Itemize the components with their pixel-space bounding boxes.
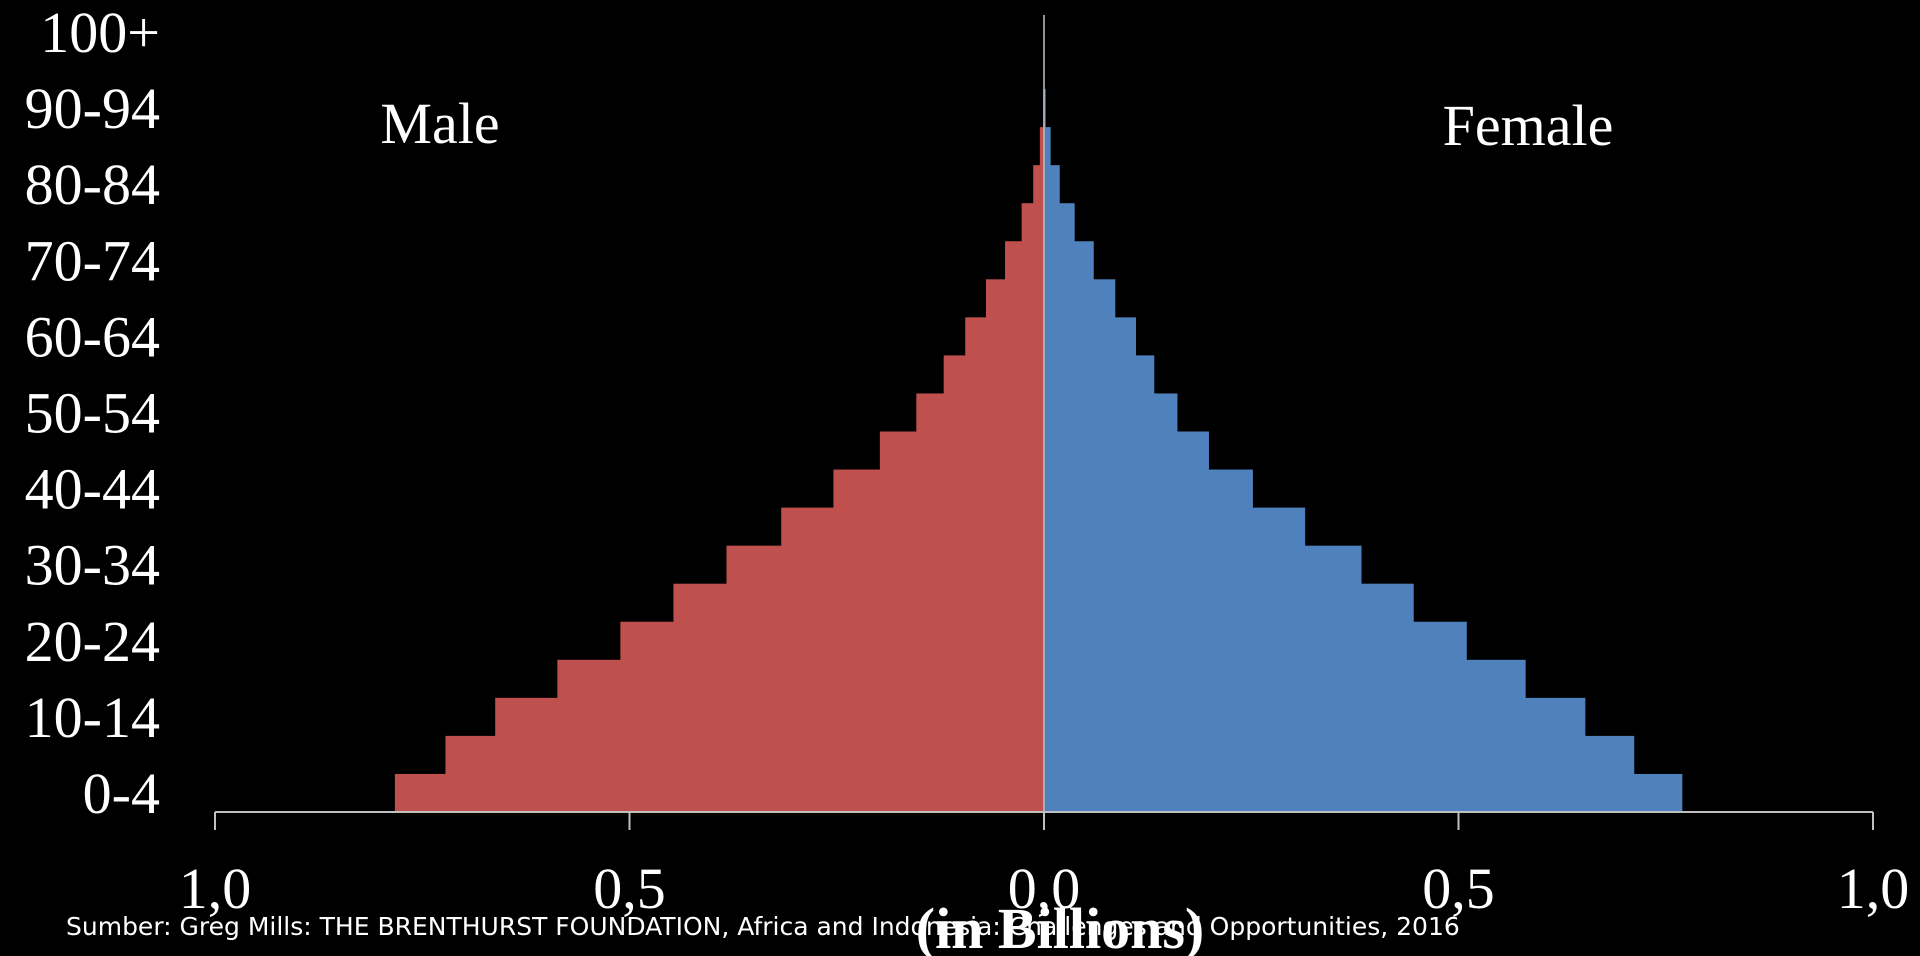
male-bar-45-49	[879, 431, 1044, 471]
female-bar-0-4	[1044, 773, 1683, 813]
female-bar-40-44	[1044, 469, 1253, 509]
female-bar-80-84	[1044, 165, 1060, 204]
female-bar-60-64	[1044, 317, 1137, 356]
male-bar-80-84	[1033, 165, 1044, 204]
male-bar-70-74	[1005, 241, 1044, 280]
female-bars-group	[1044, 51, 1683, 813]
y-tick-label: 30-34	[25, 533, 160, 598]
male-bar-50-54	[916, 393, 1044, 433]
source-citation: Sumber: Greg Mills: THE BRENTHURST FOUND…	[66, 912, 1460, 941]
male-bar-15-19	[557, 659, 1044, 699]
male-bar-30-34	[726, 545, 1044, 585]
male-label: Male	[380, 91, 499, 156]
female-bar-70-74	[1044, 241, 1094, 280]
y-tick-label: 90-94	[25, 76, 160, 141]
y-tick-label: 40-44	[25, 457, 160, 522]
male-bar-35-39	[781, 507, 1044, 547]
female-bar-30-34	[1044, 545, 1362, 585]
male-bar-5-9	[445, 735, 1044, 775]
female-bar-5-9	[1044, 735, 1635, 775]
female-bar-20-24	[1044, 621, 1467, 661]
y-tick-label: 50-54	[25, 380, 160, 445]
male-bar-25-29	[673, 583, 1044, 623]
male-bars-group	[394, 51, 1044, 813]
female-label: Female	[1443, 93, 1614, 158]
female-bar-65-69	[1044, 279, 1116, 318]
y-tick-label: 60-64	[25, 304, 160, 369]
y-tick-label: 70-74	[25, 228, 160, 293]
female-bar-90-94	[1044, 89, 1046, 128]
x-axis-tick-labels: 1,0 0,5 0,0 0,5 1,0	[179, 856, 1910, 921]
male-bar-20-24	[620, 621, 1044, 661]
female-bar-75-79	[1044, 203, 1075, 242]
female-bar-50-54	[1044, 393, 1178, 433]
female-bar-85-89	[1044, 127, 1051, 166]
male-bar-60-64	[965, 317, 1044, 356]
x-tick-label: 1,0	[179, 856, 252, 921]
female-bar-15-19	[1044, 659, 1526, 699]
y-tick-label: 80-84	[25, 152, 160, 217]
female-bar-35-39	[1044, 507, 1306, 547]
x-tick-label: 1,0	[1837, 856, 1910, 921]
male-bar-40-44	[833, 469, 1044, 509]
x-axis-ticks	[214, 812, 1874, 830]
x-tick-label: 0,5	[593, 856, 666, 921]
male-bar-65-69	[985, 279, 1044, 318]
y-tick-label: 0-4	[83, 761, 160, 826]
female-bar-25-29	[1044, 583, 1414, 623]
male-bar-55-59	[943, 355, 1044, 395]
y-tick-label: 100+	[40, 0, 160, 65]
x-axis-title: (in Billions)	[916, 896, 1204, 956]
y-tick-label: 10-14	[25, 685, 160, 750]
y-tick-label: 20-24	[25, 609, 160, 674]
y-axis-tick-labels: 0-4 10-14 20-24 30-34 40-44 50-54 60-64 70-74 80…	[25, 0, 160, 826]
female-bar-55-59	[1044, 355, 1155, 395]
x-tick-label: 0,0	[1008, 856, 1081, 921]
female-bar-10-14	[1044, 697, 1586, 737]
male-bar-85-89	[1039, 127, 1044, 166]
male-bar-0-4	[394, 773, 1044, 813]
female-bar-45-49	[1044, 431, 1209, 471]
x-tick-label: 0,5	[1422, 856, 1495, 921]
male-bar-10-14	[495, 697, 1044, 737]
male-bar-75-79	[1021, 203, 1044, 242]
